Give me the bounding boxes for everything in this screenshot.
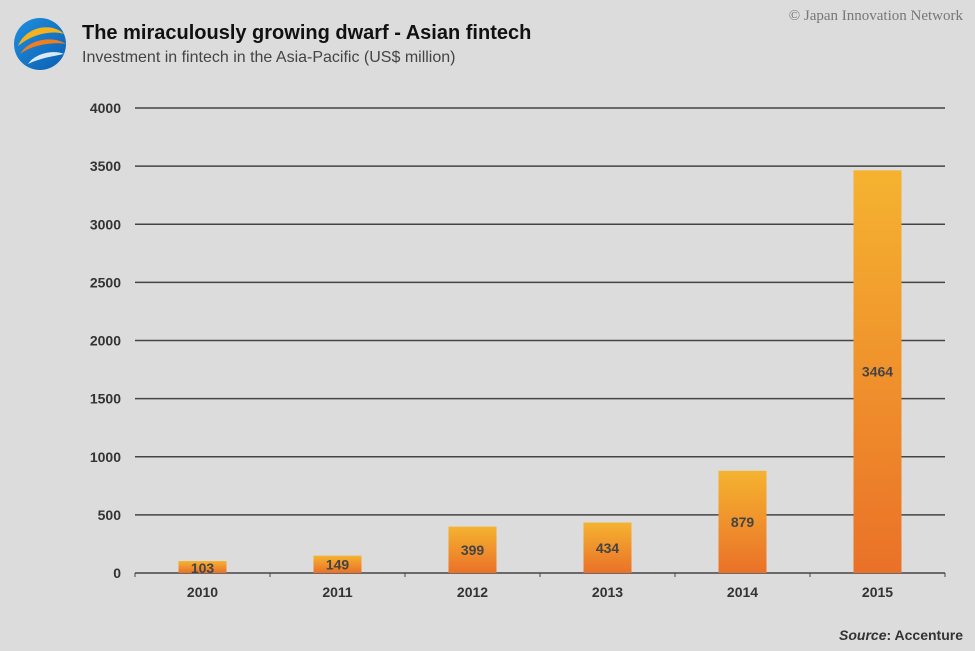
copyright-symbol: © — [788, 8, 801, 24]
bar-2012 — [448, 526, 497, 573]
chart-subtitle: Investment in fintech in the Asia-Pacifi… — [82, 49, 456, 66]
bar-2011 — [313, 555, 362, 573]
data-label-2010: 103 — [191, 560, 215, 576]
y-tick-label: 0 — [113, 565, 121, 581]
chart-title: The miraculously growing dwarf - Asian f… — [82, 22, 532, 44]
y-tick-label: 1000 — [90, 449, 121, 465]
bar-2013 — [583, 522, 632, 573]
source-value: : Accenture — [886, 627, 963, 643]
data-label-2014: 879 — [731, 514, 755, 530]
x-tick-label-2011: 2011 — [322, 584, 353, 600]
data-label-2011: 149 — [326, 556, 350, 572]
x-tick-label-2014: 2014 — [727, 584, 758, 600]
y-tick-label: 500 — [98, 507, 122, 523]
data-label-2015: 3464 — [862, 364, 893, 380]
copyright-text: Japan Innovation Network — [803, 8, 963, 24]
source-note: Source: Accenture — [839, 627, 963, 643]
x-tick-label-2010: 2010 — [187, 584, 218, 600]
globe-logo-icon — [14, 18, 66, 70]
y-tick-label: 4000 — [90, 100, 121, 116]
x-tick-label-2012: 2012 — [457, 584, 488, 600]
x-tick-label-2015: 2015 — [862, 584, 893, 600]
data-label-2012: 399 — [461, 542, 485, 558]
y-tick-label: 3000 — [90, 216, 121, 232]
copyright-notice: © Japan Innovation Network — [789, 8, 963, 25]
y-tick-label: 1500 — [90, 391, 121, 407]
data-label-2013: 434 — [596, 540, 620, 556]
y-tick-label: 3500 — [90, 158, 121, 174]
x-tick-label-2013: 2013 — [592, 584, 623, 600]
bar-2010 — [178, 561, 227, 573]
source-label: Source — [839, 627, 887, 643]
y-tick-label: 2500 — [90, 274, 121, 290]
bar-2015 — [853, 170, 902, 573]
bar-2014 — [718, 470, 767, 573]
y-tick-label: 2000 — [90, 333, 121, 349]
